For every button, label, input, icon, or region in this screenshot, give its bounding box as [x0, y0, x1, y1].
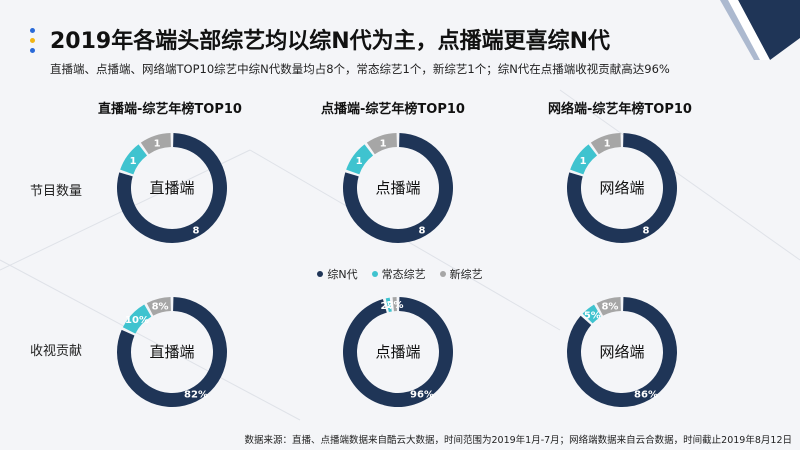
- legend-item-xin: 新综艺: [439, 266, 483, 282]
- donut-center-label: 点播端: [375, 179, 420, 197]
- row-label-contribution: 收视贡献: [30, 344, 83, 359]
- donut-segment: [392, 297, 397, 312]
- donut-value-label: 10%: [125, 315, 149, 326]
- donut-value-label: 1: [604, 138, 611, 149]
- donut-value-label: 82%: [184, 390, 208, 401]
- donut-chart: 86% 5%8% 网络端: [566, 297, 677, 407]
- legend-swatch: [439, 271, 446, 277]
- corner-decoration: [720, 0, 800, 60]
- donut-segment: [570, 144, 598, 175]
- donut-chart: 8 1 1 点播端: [343, 133, 453, 243]
- donut-value-label: 5%: [584, 310, 601, 321]
- page-subtitle: 直播端、点播端、网络端TOP10综艺中综N代数量均占8个，常态综艺1个，新综艺1…: [50, 62, 670, 76]
- donut-value-label: 1: [356, 156, 363, 167]
- donut-center-label: 直播端: [149, 343, 194, 361]
- data-source-note: 数据来源：直播、点播端数据来自酷云大数据，时间范围为2019年1月-7月；网络端…: [244, 435, 792, 446]
- donut-value-label: 2%: [381, 301, 398, 312]
- donut-value-label: 1: [580, 156, 587, 167]
- donut-segment: [385, 297, 392, 313]
- donut-value-label: 1: [130, 156, 137, 167]
- legend-label: 综N代: [327, 268, 358, 281]
- donut-segment: [582, 304, 602, 324]
- column-title-network: 网络端-综艺年榜TOP10: [548, 102, 692, 117]
- donut-segment: [366, 133, 397, 155]
- donut-value-label: 96%: [410, 390, 434, 401]
- donut-value-label: 86%: [634, 390, 658, 401]
- column-title-vod: 点播端-综艺年榜TOP10: [321, 102, 465, 117]
- donut-segment: [146, 297, 171, 316]
- donut-chart: 8 1 1 直播端: [116, 133, 227, 244]
- donut-value-label: 2%: [386, 300, 403, 311]
- donut-center-label: 点播端: [375, 343, 420, 361]
- legend-label: 常态综艺: [381, 268, 426, 281]
- donut-segment: [596, 297, 621, 316]
- legend-item-changtai: 常态综艺: [371, 266, 426, 282]
- donut-chart: 82% 10%8% 直播端: [116, 297, 227, 408]
- legend-swatch: [317, 271, 324, 277]
- donut-segment: [590, 133, 621, 155]
- legend-swatch: [371, 271, 378, 277]
- accent-dot: [30, 48, 35, 53]
- chart-legend: 综N代 常态综艺 新综艺: [0, 266, 800, 282]
- column-title-live: 直播端-综艺年榜TOP10: [98, 102, 242, 117]
- donut-center-label: 直播端: [149, 179, 194, 197]
- page-title: 2019年各端头部综艺均以综N代为主，点播端更喜综N代: [50, 29, 611, 54]
- donut-value-label: 1: [380, 138, 387, 149]
- donut-value-label: 1: [154, 138, 161, 149]
- accent-dot: [30, 38, 35, 43]
- donut-chart: 96% 2%2% 点播端: [342, 297, 453, 407]
- donut-segment: [122, 304, 152, 334]
- donut-center-label: 网络端: [599, 179, 644, 197]
- legend-item-zongN: 综N代: [317, 266, 358, 282]
- donut-segment: [346, 144, 374, 175]
- donut-value-label: 8: [193, 226, 200, 237]
- row-label-count: 节目数量: [30, 184, 83, 199]
- legend-label: 新综艺: [449, 268, 483, 281]
- donut-value-label: 8%: [601, 302, 618, 313]
- accent-dot: [30, 28, 35, 33]
- donut-value-label: 8: [419, 226, 426, 237]
- donut-value-label: 8%: [152, 302, 169, 313]
- donut-segment: [120, 144, 148, 175]
- donut-chart: 8 1 1 网络端: [567, 133, 678, 243]
- donut-value-label: 8: [643, 226, 650, 237]
- donut-segment: [140, 133, 171, 155]
- donut-center-label: 网络端: [599, 343, 644, 361]
- title-accent-dots: [30, 28, 38, 58]
